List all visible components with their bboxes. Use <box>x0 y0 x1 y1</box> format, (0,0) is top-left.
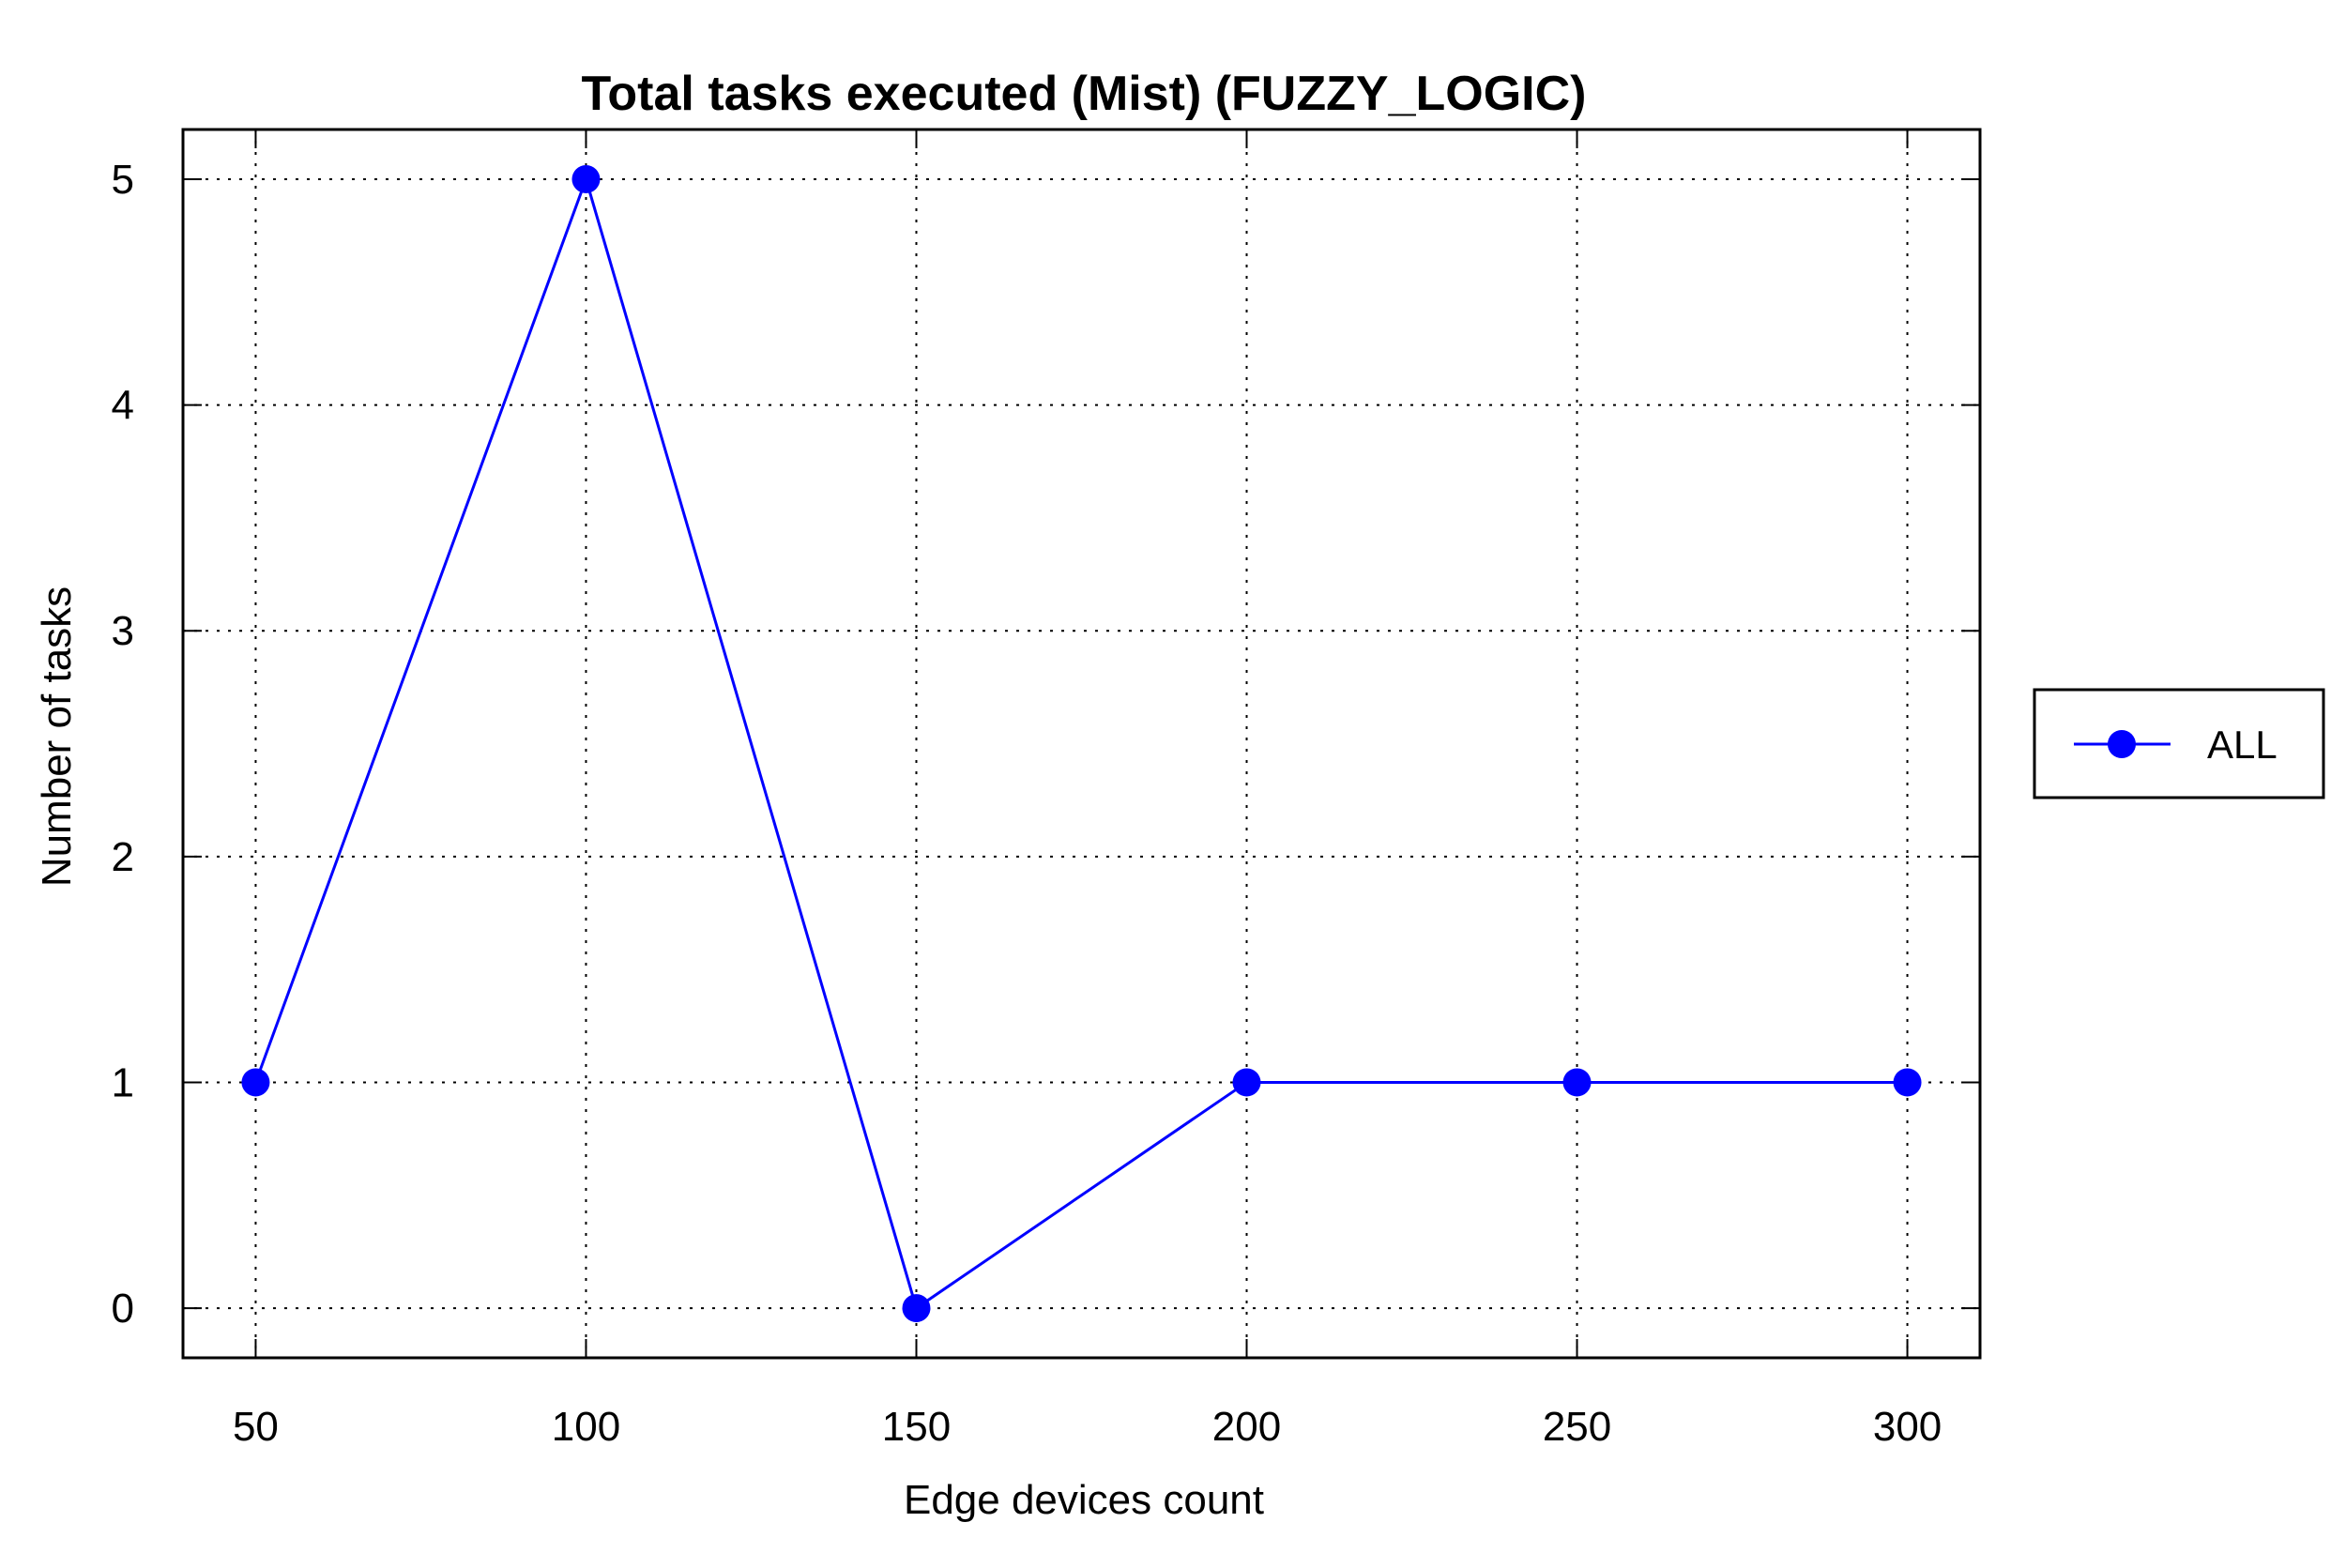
x-tick-label: 150 <box>882 1404 951 1450</box>
x-tick-label: 200 <box>1212 1404 1281 1450</box>
data-point <box>1562 1068 1592 1097</box>
grid <box>183 129 1980 1358</box>
series-line <box>254 175 1908 1311</box>
legend-marker <box>2108 730 2136 758</box>
y-tick-label: 1 <box>112 1059 134 1105</box>
x-tick-label: 250 <box>1543 1404 1611 1450</box>
x-tick-label: 300 <box>1873 1404 1942 1450</box>
axis-ticks <box>183 129 1980 1358</box>
y-tick-label: 3 <box>112 608 134 654</box>
y-tick-label: 5 <box>112 157 134 203</box>
y-tick-label: 0 <box>112 1286 134 1332</box>
x-tick-label: 100 <box>552 1404 620 1450</box>
legend-label: ALL <box>2207 723 2277 767</box>
data-point <box>1893 1068 1922 1097</box>
series-all <box>241 164 1922 1323</box>
tick-labels: 50 100 150 200 250 300 0 1 2 3 4 5 <box>112 157 1942 1450</box>
chart-title: Total tasks executed (Mist) (FUZZY_LOGIC… <box>582 67 1587 121</box>
data-point <box>241 1068 270 1097</box>
y-tick-label: 4 <box>112 383 134 429</box>
y-tick-label: 2 <box>112 834 134 880</box>
x-axis-label: Edge devices count <box>904 1477 1264 1523</box>
data-point <box>571 164 601 193</box>
plot-frame <box>181 128 1982 1360</box>
data-point <box>902 1294 931 1323</box>
data-point <box>1232 1068 1261 1097</box>
x-tick-label: 50 <box>233 1404 279 1450</box>
y-axis-label: Number of tasks <box>34 586 80 887</box>
legend: ALL <box>2033 688 2325 799</box>
